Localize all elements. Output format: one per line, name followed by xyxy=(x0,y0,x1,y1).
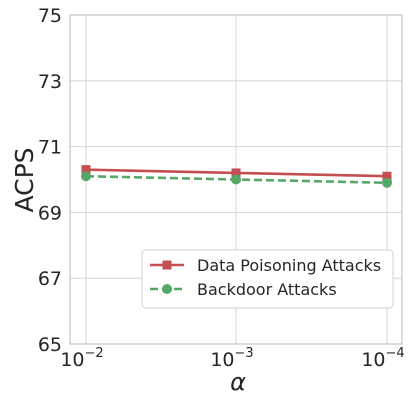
legend-item-data-poisoning: Data Poisoning Attacks xyxy=(150,256,381,275)
x-axis-label: α xyxy=(230,368,246,396)
data-point-square xyxy=(382,171,392,181)
y-tick-label: 67 xyxy=(38,268,62,290)
data-point-square xyxy=(231,168,241,178)
legend-item-backdoor: Backdoor Attacks xyxy=(150,280,337,299)
y-tick-label: 75 xyxy=(38,5,62,27)
legend-marker-square xyxy=(162,260,172,270)
legend: Data Poisoning Attacks Backdoor Attacks xyxy=(141,249,394,309)
y-tick-label: 69 xyxy=(38,202,62,224)
legend-box xyxy=(141,249,394,309)
x-tick-label: 10−3 xyxy=(210,346,253,371)
legend-marker-circle xyxy=(162,284,172,294)
data-point-circle xyxy=(231,174,241,185)
series-layer xyxy=(81,165,392,188)
y-tick-labels: 65 67 69 71 73 75 xyxy=(38,5,62,356)
legend-label-data-poisoning: Data Poisoning Attacks xyxy=(197,256,381,275)
y-tick-label: 73 xyxy=(38,71,62,93)
x-tick-label: 10−4 xyxy=(361,346,404,371)
y-tick-label: 71 xyxy=(38,137,62,159)
y-axis-label: ACPS xyxy=(10,147,39,212)
x-tick-label: 10−2 xyxy=(60,346,103,371)
y-tick-label: 65 xyxy=(38,334,62,356)
x-tick-labels: 10−2 10−3 10−4 xyxy=(60,346,404,371)
plot-frame xyxy=(69,14,403,345)
data-point-circle xyxy=(382,177,392,188)
data-point-square xyxy=(81,165,91,175)
data-point-circle xyxy=(81,171,91,182)
legend-label-backdoor: Backdoor Attacks xyxy=(197,280,337,299)
